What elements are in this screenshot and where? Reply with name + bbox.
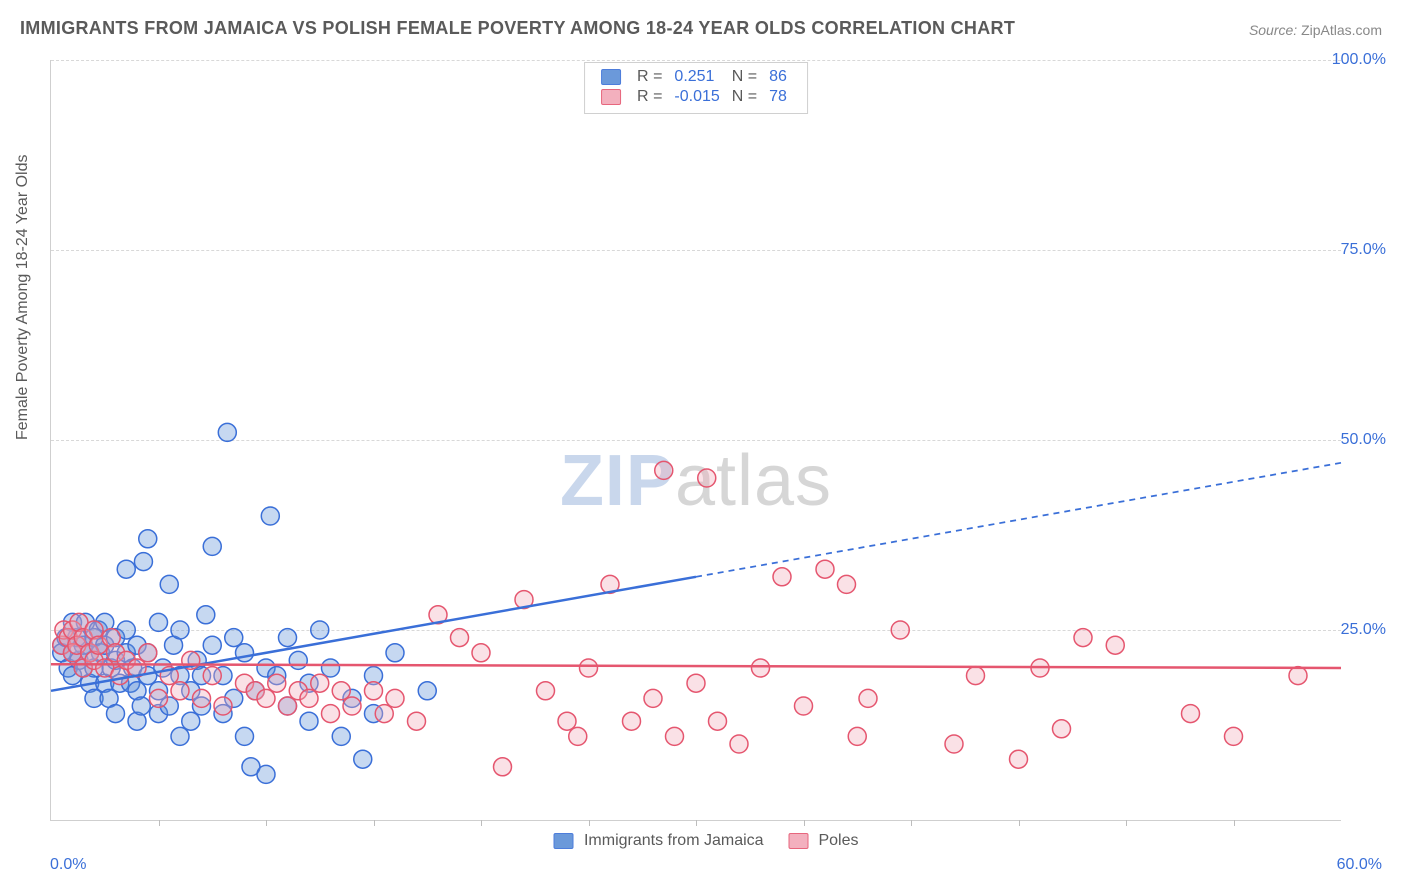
x-tick [481,820,482,826]
legend-bottom: Immigrants from Jamaica Poles [534,832,859,850]
legend-stats-row-1: R = -0.015 N = 78 [595,87,793,107]
legend-swatch-0 [601,69,621,85]
plot-area: ZIPatlas R = 0.251 N = 86 R = -0.015 N =… [50,60,1341,821]
y-tick-label: 75.0% [1341,241,1386,259]
x-tick [266,820,267,826]
x-max-label: 60.0% [1337,856,1382,874]
x-tick [1126,820,1127,826]
legend-bottom-label-1: Poles [818,832,858,849]
x-tick [1019,820,1020,826]
x-tick [911,820,912,826]
trend-line [51,577,696,691]
y-tick-label: 100.0% [1332,51,1386,69]
legend-bottom-swatch-0 [554,833,574,849]
trend-layer [51,60,1341,820]
r-value-0: 0.251 [668,67,725,87]
trend-line-extension [696,463,1341,577]
n-value-1: 78 [763,87,793,107]
legend-stats: R = 0.251 N = 86 R = -0.015 N = 78 [584,62,808,114]
legend-swatch-1 [601,89,621,105]
x-tick [696,820,697,826]
chart-container: IMMIGRANTS FROM JAMAICA VS POLISH FEMALE… [0,0,1406,892]
y-axis-label: Female Poverty Among 18-24 Year Olds [14,155,32,441]
x-tick [374,820,375,826]
legend-stats-row-0: R = 0.251 N = 86 [595,67,793,87]
source-value: ZipAtlas.com [1301,22,1382,38]
x-tick [159,820,160,826]
x-tick [1234,820,1235,826]
legend-bottom-label-0: Immigrants from Jamaica [584,832,764,849]
source-attribution: Source: ZipAtlas.com [1249,22,1382,38]
y-tick-label: 25.0% [1341,621,1386,639]
chart-title: IMMIGRANTS FROM JAMAICA VS POLISH FEMALE… [20,18,1015,39]
y-tick-label: 50.0% [1341,431,1386,449]
trend-line [51,664,1341,668]
x-tick [589,820,590,826]
legend-bottom-swatch-1 [788,833,808,849]
x-min-label: 0.0% [50,856,86,874]
source-label: Source: [1249,22,1297,38]
n-value-0: 86 [763,67,793,87]
r-value-1: -0.015 [668,87,725,107]
x-tick [804,820,805,826]
